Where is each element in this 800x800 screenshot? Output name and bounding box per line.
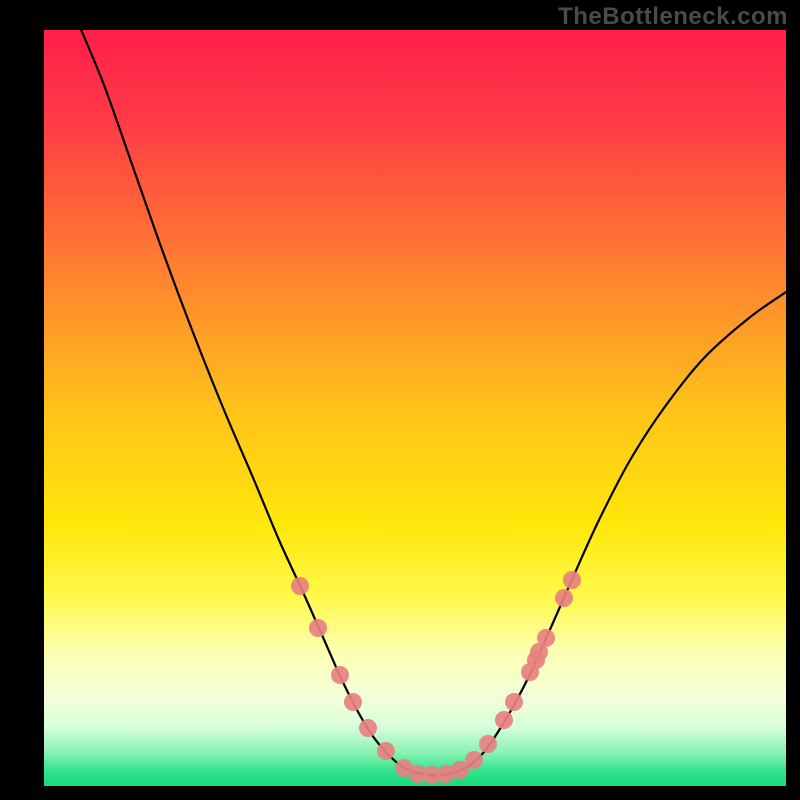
data-marker	[495, 711, 513, 729]
chart-frame: TheBottleneck.com	[0, 0, 800, 800]
plot-svg	[44, 30, 786, 786]
bottleneck-curve	[79, 30, 786, 775]
plot-area	[44, 30, 786, 786]
data-marker	[331, 666, 349, 684]
data-marker	[377, 742, 395, 760]
data-marker	[344, 693, 362, 711]
data-marker	[479, 735, 497, 753]
data-marker	[505, 693, 523, 711]
data-marker	[563, 571, 581, 589]
data-marker	[537, 629, 555, 647]
data-marker	[291, 577, 309, 595]
data-marker	[359, 719, 377, 737]
watermark-text: TheBottleneck.com	[558, 3, 788, 31]
data-marker	[465, 751, 483, 769]
data-marker	[309, 619, 327, 637]
data-marker	[555, 589, 573, 607]
